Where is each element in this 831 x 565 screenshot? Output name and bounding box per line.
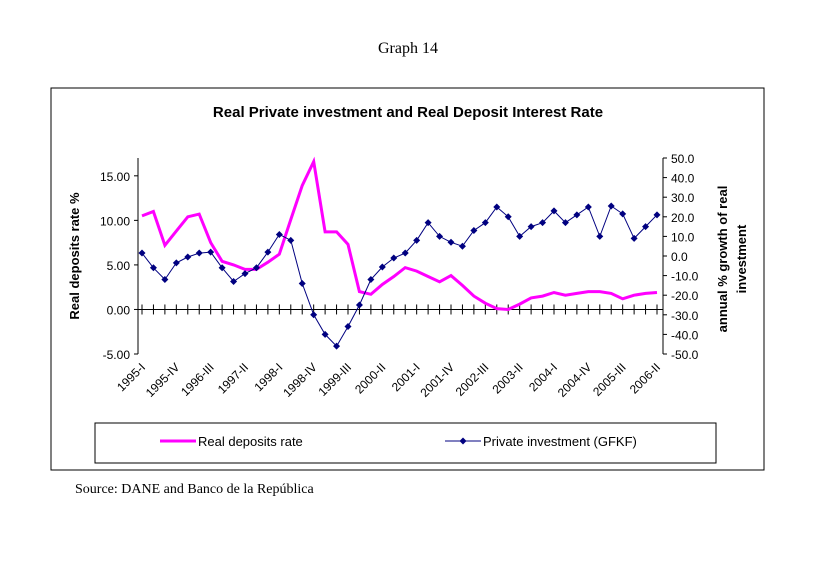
x-tick-label: 2003-II: [489, 360, 525, 396]
point-marker: [550, 207, 558, 215]
point-marker: [333, 342, 341, 350]
point-marker: [172, 259, 180, 267]
x-tick-label: 2000-II: [352, 360, 388, 396]
point-marker: [424, 219, 432, 227]
x-tick-label: 2005-III: [590, 360, 629, 399]
point-marker: [252, 264, 260, 272]
y2-tick-label: -30.0: [671, 309, 699, 323]
point-marker: [195, 249, 203, 257]
point-marker: [619, 210, 627, 218]
point-marker: [527, 223, 535, 231]
y2-tick-label: 10.0: [671, 230, 695, 244]
point-marker: [367, 276, 375, 284]
point-marker: [561, 219, 569, 227]
point-marker: [458, 242, 466, 250]
point-marker: [481, 219, 489, 227]
point-marker: [184, 253, 192, 261]
point-marker: [596, 232, 604, 240]
source-note: Source: DANE and Banco de la República: [75, 482, 314, 497]
legend-marker: [459, 437, 467, 445]
point-marker: [344, 323, 352, 331]
y2-tick-label: -50.0: [671, 348, 699, 362]
legend-label: Private investment (GFKF): [483, 434, 637, 449]
y-tick-label: -5.00: [103, 348, 131, 362]
y2-tick-label: 50.0: [671, 152, 695, 166]
point-marker: [653, 211, 661, 219]
chart-frame: [50, 87, 765, 471]
x-tick-label: 2006-II: [627, 360, 663, 396]
x-tick-label: 2004-IV: [555, 360, 595, 400]
x-tick-label: 1995-IV: [143, 360, 183, 400]
point-marker: [241, 270, 249, 278]
point-marker: [584, 203, 592, 211]
point-marker: [573, 211, 581, 219]
y2-tick-label: 30.0: [671, 191, 695, 205]
point-marker: [493, 203, 501, 211]
point-marker: [516, 232, 524, 240]
point-marker: [401, 249, 409, 257]
point-marker: [321, 330, 329, 338]
x-tick-label: 1996-III: [178, 360, 217, 399]
point-marker: [447, 238, 455, 246]
point-marker: [207, 248, 215, 256]
y2-tick-label: -10.0: [671, 270, 699, 284]
x-tick-label: 1998-IV: [280, 360, 320, 400]
y2-tick-label: 40.0: [671, 172, 695, 186]
point-marker: [413, 236, 421, 244]
y2-axis-label: annual % growth of real investment: [715, 185, 749, 333]
y2-tick-label: -20.0: [671, 289, 699, 303]
chart-title: Real Private investment and Real Deposit…: [213, 104, 603, 121]
point-marker: [218, 264, 226, 272]
point-marker: [298, 279, 306, 287]
point-marker: [310, 311, 318, 319]
x-tick-label: 1997-II: [215, 360, 251, 396]
y-tick-label: 0.00: [107, 303, 131, 317]
x-tick-label: 2001-IV: [418, 360, 458, 400]
y2-tick-label: 20.0: [671, 211, 695, 225]
point-marker: [161, 276, 169, 284]
x-tick-label: 2002-III: [453, 360, 492, 399]
point-marker: [230, 277, 238, 285]
point-marker: [275, 230, 283, 238]
point-marker: [539, 219, 547, 227]
y-tick-label: 15.00: [100, 170, 130, 184]
point-marker: [436, 232, 444, 240]
point-marker: [390, 254, 398, 262]
point-marker: [642, 223, 650, 231]
legend-box: [94, 422, 717, 464]
point-marker: [607, 202, 615, 210]
graph-header: Graph 14: [378, 40, 438, 57]
y-tick-label: 10.00: [100, 214, 130, 228]
point-marker: [630, 234, 638, 242]
point-marker: [355, 301, 363, 309]
y2-tick-label: 0.0: [671, 250, 688, 264]
point-marker: [470, 227, 478, 235]
point-marker: [378, 263, 386, 271]
y-axis-label: Real deposits rate %: [67, 192, 82, 320]
point-marker: [138, 249, 146, 257]
x-tick-label: 1999-III: [315, 360, 354, 399]
point-marker: [264, 248, 272, 256]
point-marker: [504, 213, 512, 221]
series-line: [141, 205, 658, 348]
legend-label: Real deposits rate: [198, 434, 303, 449]
point-marker: [149, 264, 157, 272]
y-tick-label: 5.00: [107, 259, 131, 273]
y2-tick-label: -40.0: [671, 328, 699, 342]
point-marker: [287, 236, 295, 244]
series-line: [141, 156, 658, 312]
